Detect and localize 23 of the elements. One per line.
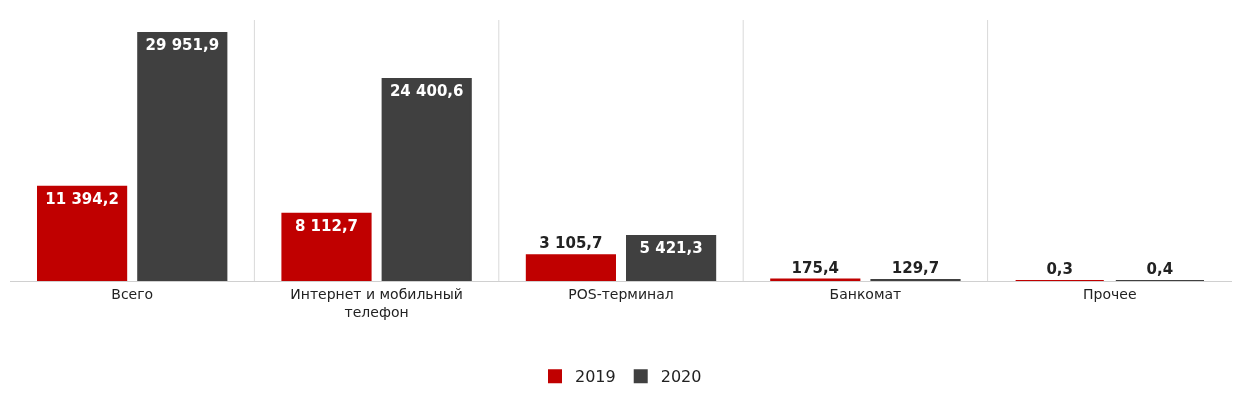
x-tick-label: Банкомат xyxy=(829,285,902,302)
legend-label: 2019 xyxy=(575,367,616,387)
data-label: 0,4 xyxy=(1146,260,1174,278)
data-label: 0,3 xyxy=(1046,260,1073,278)
bar xyxy=(381,78,472,281)
data-label: 11 394,2 xyxy=(45,189,119,208)
legend-label: 2020 xyxy=(660,367,702,387)
x-tick-label: Всего xyxy=(111,285,154,302)
data-label: 5 421,3 xyxy=(639,239,703,258)
bar xyxy=(137,32,228,281)
x-tick-label: POS-терминал xyxy=(568,285,674,302)
data-label: 24 400,6 xyxy=(389,82,464,101)
data-label: 129,7 xyxy=(891,258,940,277)
bar xyxy=(525,254,616,281)
data-label: 8 112,7 xyxy=(294,216,359,235)
data-label: 175,4 xyxy=(791,258,840,277)
x-tick-label: Прочее xyxy=(1083,285,1137,302)
data-label: 29 951,9 xyxy=(145,36,220,55)
bar xyxy=(37,185,128,281)
data-label: 3 105,7 xyxy=(539,234,603,253)
bar xyxy=(626,235,717,281)
x-tick-label: Интернет и мобильный телефон xyxy=(290,285,463,320)
bar xyxy=(281,212,372,281)
